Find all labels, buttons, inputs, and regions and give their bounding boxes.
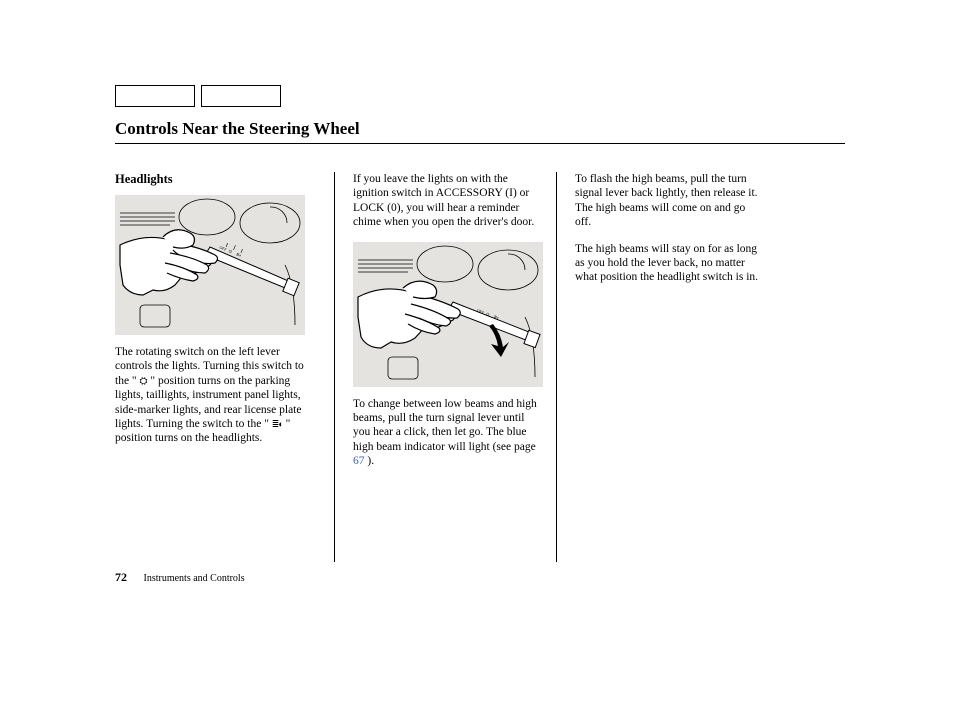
column-1: Headlights bbox=[115, 172, 335, 562]
header-placeholder-boxes bbox=[115, 85, 845, 107]
headlights-subhead: Headlights bbox=[115, 172, 316, 187]
col1-paragraph-1: The rotating switch on the left lever co… bbox=[115, 345, 316, 446]
svg-text:⛭: ⛭ bbox=[228, 248, 234, 254]
col3-paragraph-2: The high beams will stay on for as long … bbox=[575, 242, 759, 285]
content-columns: Headlights bbox=[115, 172, 845, 562]
col3-paragraph-1: To flash the high beams, pull the turn s… bbox=[575, 172, 759, 230]
col2-paragraph-2: To change between low beams and high bea… bbox=[353, 397, 538, 469]
page-title: Controls Near the Steering Wheel bbox=[115, 119, 845, 144]
manual-page: Controls Near the Steering Wheel Headlig… bbox=[115, 85, 845, 562]
header-box-1 bbox=[115, 85, 195, 107]
column-3: To flash the high beams, pull the turn s… bbox=[557, 172, 777, 562]
headlight-lever-illustration-1: OFF ⛭ ≣◐ bbox=[115, 195, 305, 335]
col2-p2-text-b: ). bbox=[365, 455, 375, 467]
column-2: If you leave the lights on with the igni… bbox=[335, 172, 557, 562]
col2-paragraph-1: If you leave the lights on with the igni… bbox=[353, 172, 538, 230]
page-link-67[interactable]: 67 bbox=[353, 455, 365, 467]
header-box-2 bbox=[201, 85, 281, 107]
footer-section-title: Instruments and Controls bbox=[144, 573, 245, 584]
page-number: 72 bbox=[115, 570, 127, 584]
headlight-icon: ≣◐ bbox=[272, 419, 283, 429]
page-footer: 72 Instruments and Controls bbox=[115, 570, 245, 585]
svg-text:≣◐: ≣◐ bbox=[235, 249, 243, 259]
parking-light-icon: ⛭ bbox=[140, 376, 148, 387]
headlight-lever-illustration-2: OFF ⛭ ≣◐ bbox=[353, 242, 543, 387]
col2-p2-text-a: To change between low beams and high bea… bbox=[353, 398, 537, 453]
